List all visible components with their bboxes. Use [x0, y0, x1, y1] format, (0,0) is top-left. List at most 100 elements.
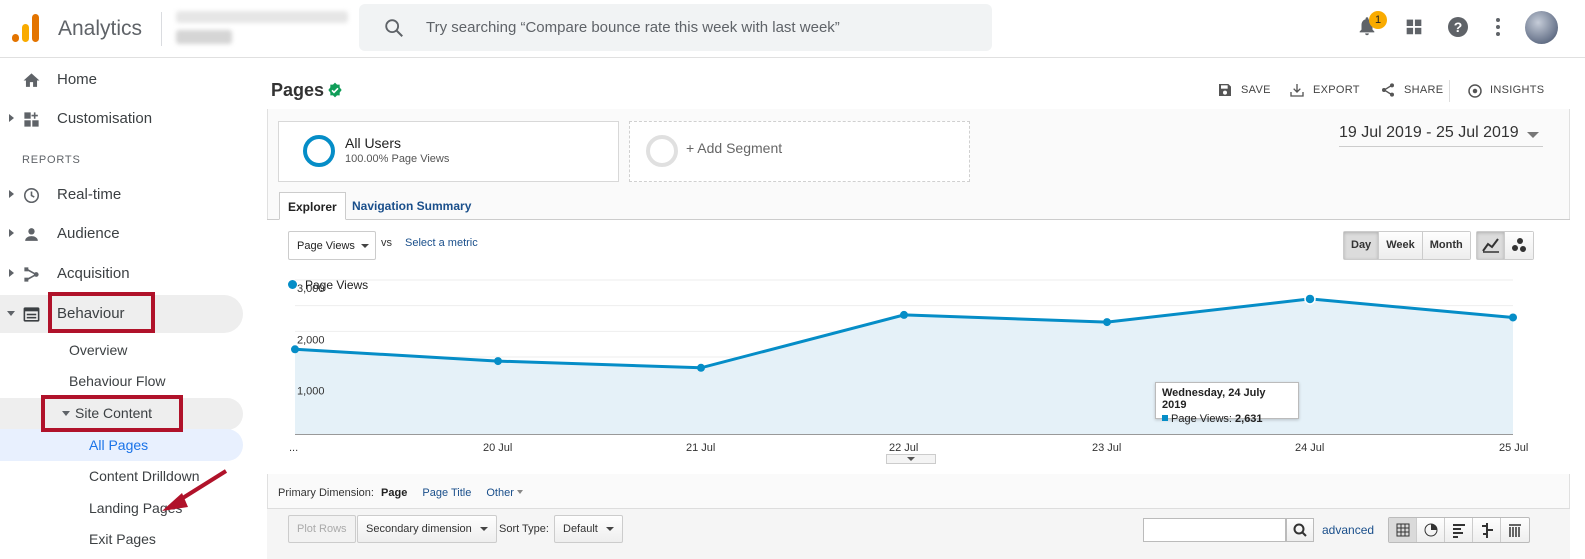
sidebar-item-home[interactable]: Home — [0, 61, 243, 99]
download-icon — [1290, 84, 1304, 97]
dimension-page[interactable]: Page — [381, 487, 408, 499]
dimension-page-title-link[interactable]: Page Title — [422, 487, 472, 499]
data-point — [1304, 293, 1316, 305]
tab-navigation-summary[interactable]: Navigation Summary — [352, 199, 472, 213]
metric-select[interactable]: Page Views — [288, 231, 376, 260]
share-icon — [1382, 83, 1394, 97]
more-vert-icon[interactable] — [1486, 14, 1510, 40]
insights-button[interactable]: INSIGHTS — [1468, 84, 1544, 98]
table-search-button[interactable] — [1286, 518, 1314, 542]
data-point — [291, 345, 299, 354]
vs-label: vs — [381, 237, 392, 249]
data-point — [697, 363, 705, 372]
day-button[interactable]: Day — [1344, 232, 1380, 259]
sidebar-label: Customisation — [57, 110, 153, 127]
x-tick-label: 25 Jul — [1499, 442, 1528, 454]
sidebar-item-content-drilldown[interactable]: Content Drilldown — [89, 468, 200, 484]
verified-check-icon — [328, 82, 342, 98]
x-tick-label: 24 Jul — [1295, 442, 1324, 454]
analytics-logo-icon[interactable] — [12, 12, 40, 42]
plot-rows-button[interactable]: Plot Rows — [288, 515, 356, 543]
chevron-down-icon — [1526, 132, 1539, 138]
sort-type-label: Sort Type: — [499, 523, 549, 535]
legend-label: Page Views — [305, 278, 369, 292]
annotation-arrow-icon — [162, 469, 228, 511]
y-tick-label: 2,000 — [297, 334, 325, 346]
tab-explorer[interactable]: Explorer — [279, 192, 346, 220]
data-point — [494, 357, 502, 366]
pivot-view-icon[interactable] — [1501, 518, 1529, 542]
legend-dot — [288, 280, 297, 289]
account-selector[interactable] — [176, 9, 351, 49]
select-metric-link[interactable]: Select a metric — [405, 237, 478, 249]
segment-all-users[interactable]: All Users 100.00% Page Views — [278, 121, 619, 182]
dimension-other-link[interactable]: Other — [486, 487, 514, 499]
table-view-toggle — [1388, 517, 1530, 543]
primary-dimension-label: Primary Dimension: — [278, 487, 374, 499]
search-icon — [1293, 523, 1307, 537]
sidebar-item-overview[interactable]: Overview — [69, 342, 128, 358]
share-button[interactable]: SHARE — [1382, 83, 1443, 97]
motion-chart-icon[interactable] — [1505, 232, 1533, 259]
help-icon[interactable]: ? — [1446, 14, 1470, 40]
chart-resize-handle[interactable] — [886, 454, 936, 464]
sort-type-select[interactable]: Default — [554, 515, 623, 543]
chart-type-toggle — [1476, 231, 1534, 260]
date-range-picker[interactable]: 19 Jul 2019 - 25 Jul 2019 — [1339, 124, 1543, 147]
reports-heading: REPORTS — [22, 154, 81, 166]
search-icon — [385, 19, 403, 37]
sidebar-label: Acquisition — [57, 265, 130, 282]
save-button[interactable]: SAVE — [1219, 84, 1271, 96]
sidebar-item-acquisition[interactable]: Acquisition — [0, 255, 243, 293]
annotation-box-site-content — [41, 395, 183, 432]
chevron-right-icon — [9, 114, 14, 122]
bar-view-icon[interactable] — [1445, 518, 1473, 542]
primary-dimension-bar: Primary Dimension: Page Page Title Other — [278, 487, 523, 499]
apps-grid-icon[interactable] — [1402, 14, 1426, 40]
data-point — [1103, 318, 1111, 327]
x-tick-label: 22 Jul — [889, 442, 918, 454]
sidebar-item-realtime[interactable]: Real-time — [0, 176, 243, 214]
sidebar-item-exit-pages[interactable]: Exit Pages — [89, 531, 156, 547]
sidebar-item-all-pages[interactable]: All Pages — [89, 437, 149, 453]
segment-name: All Users — [345, 135, 402, 151]
add-segment-button[interactable]: + Add Segment — [629, 121, 970, 182]
chevron-right-icon — [9, 269, 14, 277]
export-button[interactable]: EXPORT — [1290, 84, 1360, 97]
data-point — [1509, 313, 1517, 322]
search-bar[interactable]: Try searching “Compare bounce rate this … — [359, 4, 992, 51]
date-range-label: 19 Jul 2019 - 25 Jul 2019 — [1339, 124, 1519, 141]
comparison-view-icon[interactable] — [1473, 518, 1501, 542]
avatar[interactable] — [1525, 11, 1558, 44]
table-view-icon[interactable] — [1389, 518, 1417, 542]
table-search-input[interactable] — [1143, 518, 1286, 542]
divider — [161, 12, 162, 46]
behaviour-highlight — [0, 295, 243, 333]
notification-badge: 1 — [1369, 11, 1387, 29]
sidebar-item-audience[interactable]: Audience — [0, 215, 243, 253]
add-segment-label: + Add Segment — [686, 140, 783, 156]
insights-icon — [1468, 84, 1482, 98]
sidebar-item-customisation[interactable]: Customisation — [0, 100, 243, 138]
advanced-filter-link[interactable]: advanced — [1322, 523, 1375, 537]
tabs-divider — [267, 219, 1570, 220]
week-button[interactable]: Week — [1379, 232, 1423, 259]
acquisition-icon — [24, 267, 39, 282]
line-chart-icon[interactable] — [1477, 232, 1505, 259]
secondary-dimension-select[interactable]: Secondary dimension — [357, 515, 497, 543]
app-name: Analytics — [58, 17, 143, 40]
sidebar-item-landing-pages[interactable]: Landing Pages — [89, 500, 183, 516]
segment-ring-icon — [303, 135, 335, 167]
sidebar-item-behaviour-flow[interactable]: Behaviour Flow — [69, 373, 166, 389]
pie-view-icon[interactable] — [1417, 518, 1445, 542]
chevron-down-icon — [516, 490, 523, 494]
report-main: Pages SAVE EXPORT SHARE INSIGHTS All Use… — [252, 59, 1585, 559]
sidebar-item-behaviour[interactable]: Behaviour — [0, 295, 243, 333]
y-tick-label: 1,000 — [297, 386, 325, 398]
data-point — [900, 310, 908, 319]
behaviour-icon — [23, 307, 40, 322]
sidebar-label: Site Content — [75, 405, 153, 421]
sidebar-item-site-content[interactable]: Site Content — [0, 398, 243, 436]
chevron-right-icon — [9, 190, 14, 198]
month-button[interactable]: Month — [1422, 232, 1470, 259]
